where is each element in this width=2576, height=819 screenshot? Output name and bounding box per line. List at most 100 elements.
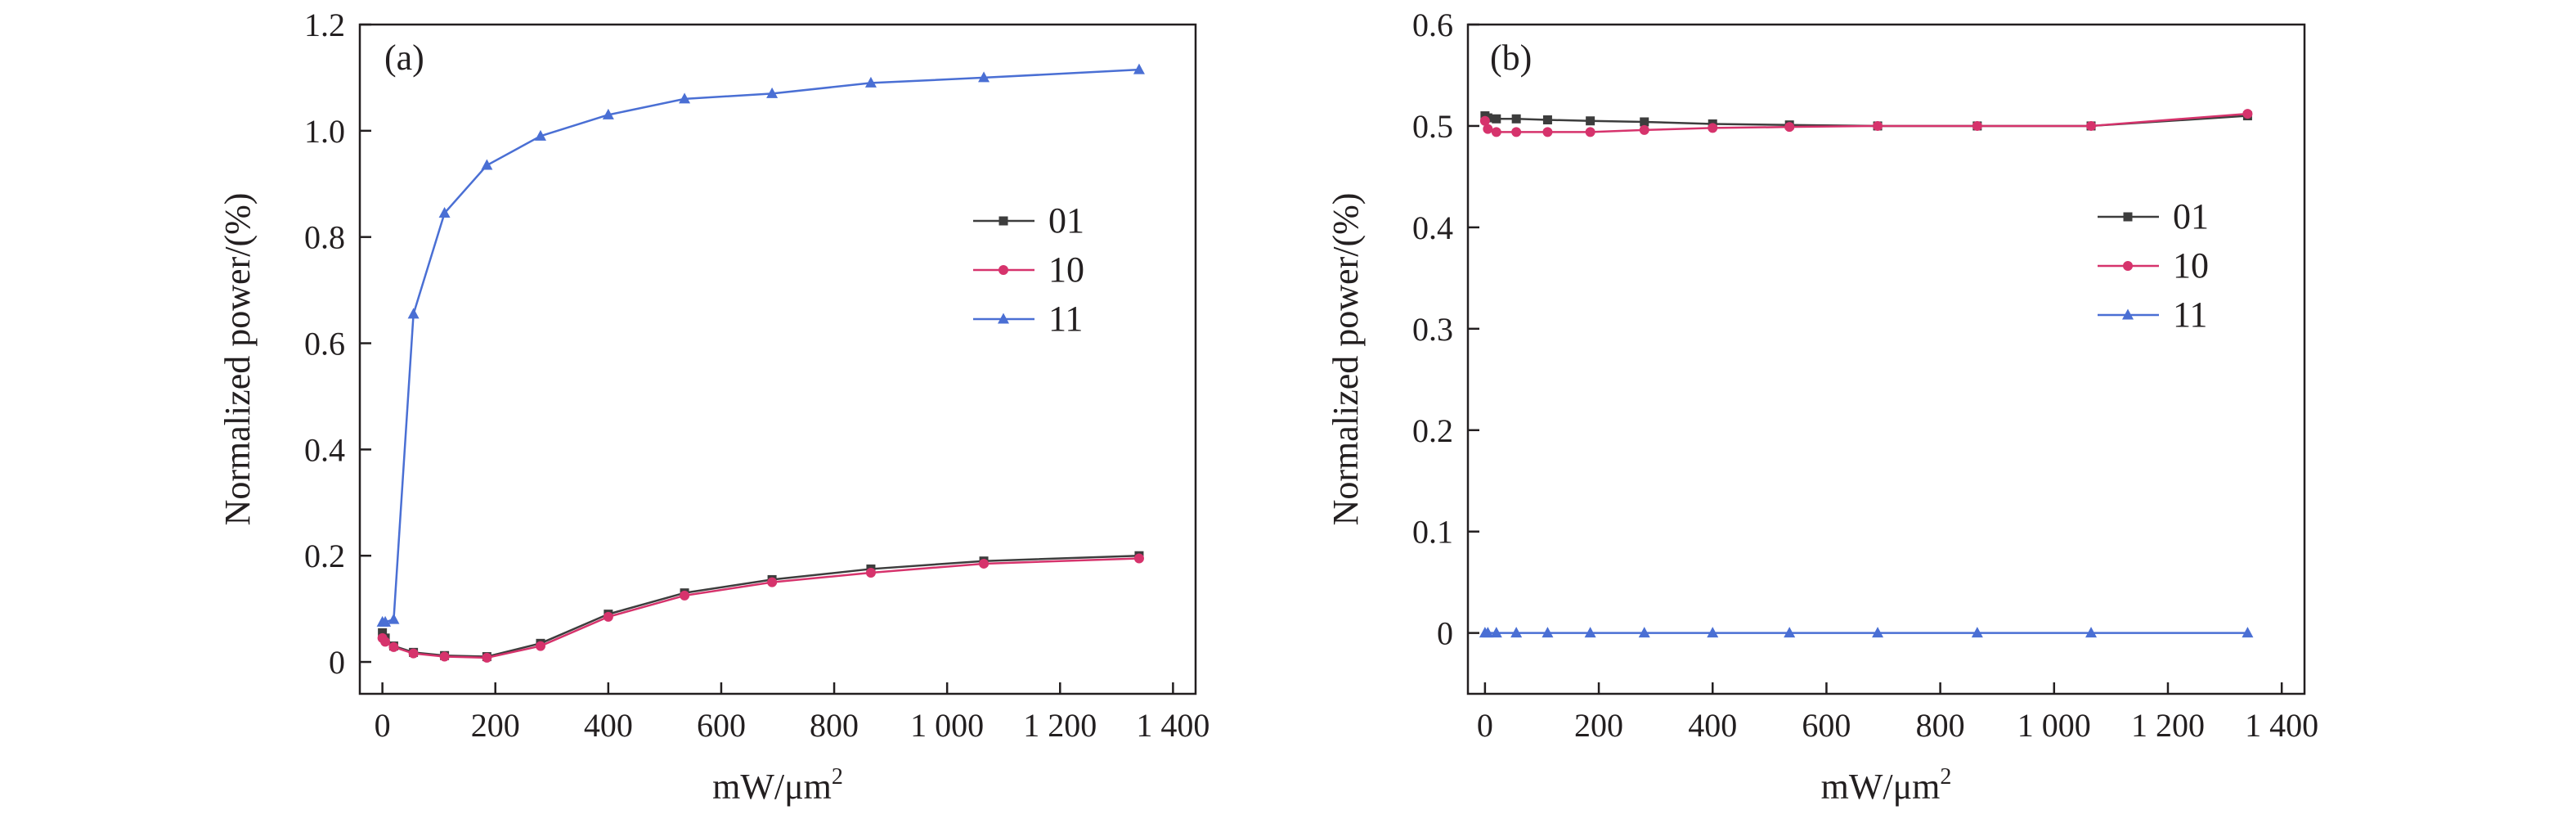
data-point-11 [1872,627,1884,638]
data-point-11 [1542,627,1554,638]
data-point-10 [1784,122,1795,133]
data-point-01 [1586,116,1595,126]
legend-marker-11 [2122,308,2134,320]
y-tick-label: 0.3 [1412,311,1453,348]
y-tick-label: 0 [329,644,345,681]
x-tick-label: 200 [1574,707,1623,744]
y-tick-label: 0.1 [1412,514,1453,551]
data-point-10 [1972,120,1982,131]
y-axis-label: Normalized power/(%) [1326,193,1366,526]
data-point-10 [380,637,391,647]
x-tick-label: 200 [471,707,520,744]
data-point-11 [1490,627,1502,638]
series-line-01 [381,554,1139,658]
data-point-01 [1640,117,1649,127]
chart-panel-a: 0 200 400 600 800 1 000 1 200 1 400 0 0.2 0.4 0.6 0.… [218,7,1209,807]
series-line-01 [1484,115,2248,128]
data-point-10 [1708,123,1718,133]
y-tick-label: 0.8 [304,219,345,256]
data-point-01 [1511,114,1521,124]
data-point-11 [1784,627,1796,638]
data-point-11 [679,92,691,104]
x-tick-label: 0 [1477,707,1493,744]
data-point-11 [1584,627,1596,638]
x-axis-label-superscript: 2 [832,764,843,790]
data-point-10 [603,611,613,622]
x-tick-label: 400 [584,707,633,744]
data-point-10 [2086,120,2097,131]
x-tick-label: 800 [810,707,859,744]
data-point-10 [1585,127,1595,137]
plot-frame [358,23,1197,695]
data-point-11 [1482,627,1494,638]
x-tick-label: 600 [697,707,746,744]
legend: 01 10 11 [2098,196,2209,335]
data-point-10 [2242,109,2253,119]
data-point-11 [2242,627,2254,638]
data-point-01 [1542,115,1552,125]
x-axis-label: mW/μm2 [1821,764,1952,807]
series-10 [377,553,1144,663]
legend-label-01: 01 [1048,200,1084,241]
data-point-11 [1510,627,1523,638]
y-axis-label: Normalized power/(%) [218,193,258,526]
data-point-10 [1511,127,1522,137]
data-point-11 [1707,627,1719,638]
data-point-11 [481,159,493,170]
x-tick-label: 600 [1802,707,1851,744]
data-point-01 [378,628,388,637]
y-tick-label: 0.4 [304,431,345,468]
y-tick-label: 1.0 [304,113,345,150]
data-point-10 [1639,124,1649,135]
data-point-11 [1638,627,1650,638]
legend-label-01: 01 [2173,196,2209,236]
data-point-10 [1873,120,1883,131]
legend-marker-10 [999,265,1008,275]
data-point-11 [388,613,400,624]
plot-frame [1466,23,2306,695]
series-11 [1479,627,2254,638]
series-01 [378,551,1144,662]
x-axis-label-text: mW/μm [712,767,832,807]
data-point-10 [979,558,990,569]
y-tick-label: 0.2 [304,538,345,574]
chart-panel-b: 0 200 400 600 800 1 000 1 200 1 400 0 0.1 0.2 0.3 0.… [1326,7,2318,807]
x-tick-label: 1 000 [910,707,984,744]
legend-marker-11 [998,313,1009,324]
legend-label-11: 11 [2173,295,2207,335]
data-point-11 [1133,63,1145,74]
y-tick-label: 0.5 [1412,108,1453,145]
series-11 [376,63,1145,627]
data-point-10 [1479,115,1490,126]
data-point-11 [407,308,420,319]
data-point-10 [482,652,492,663]
series-10 [1479,109,2253,137]
data-point-10 [1542,127,1553,137]
x-tick-label: 1 000 [2017,707,2091,744]
data-point-10 [408,648,419,659]
series-line-10 [381,557,1139,659]
legend-label-10: 10 [1048,250,1084,290]
legend-marker-01 [999,216,1008,226]
x-tick-label: 800 [1916,707,1965,744]
y-tick-label: 0.6 [1412,7,1453,43]
x-tick-label: 1 400 [2245,707,2318,744]
data-point-11 [1971,627,1983,638]
series-line-11 [382,68,1140,623]
series-line-10 [1483,112,2248,133]
y-tick-label: 0.2 [1412,412,1453,449]
legend-marker-01 [2123,212,2133,222]
legend-label-11: 11 [1048,299,1083,339]
panel-label: (a) [384,38,424,78]
legend-marker-10 [2123,261,2133,271]
data-point-10 [1133,553,1144,564]
data-point-10 [865,567,876,578]
data-point-10 [767,577,778,587]
data-point-11 [602,108,614,119]
data-point-11 [2085,627,2098,638]
legend-label-10: 10 [2173,245,2209,286]
data-point-01 [1492,114,1501,124]
data-point-10 [1491,127,1501,137]
data-point-11 [766,87,779,98]
